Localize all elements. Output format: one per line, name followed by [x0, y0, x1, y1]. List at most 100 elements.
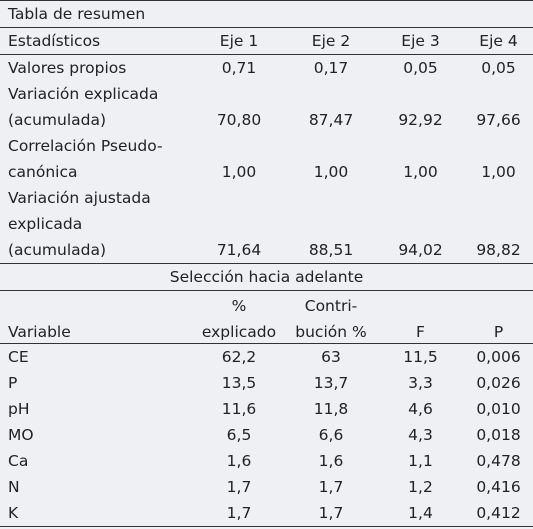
summary-row: Correlación Pseudo- — [0, 133, 533, 159]
forward-header: explicado — [193, 317, 285, 344]
stat-label: canónica — [8, 163, 78, 181]
forward-value: 0,416 — [476, 478, 521, 496]
stat-value: 97,66 — [476, 111, 521, 129]
forward-value: 1,6 — [226, 452, 252, 470]
forward-value: 0,026 — [476, 374, 521, 392]
forward-header-row: % Contri- — [0, 291, 533, 318]
variable-name: Ca — [8, 452, 29, 470]
stat-value: 70,80 — [216, 111, 262, 129]
forward-value: 11,6 — [221, 400, 257, 418]
summary-row: (acumulada) 71,64 88,51 94,02 98,82 — [0, 237, 533, 264]
empty-cell — [464, 81, 533, 107]
stat-value: 0,05 — [481, 59, 516, 77]
summary-row: canónica 1,00 1,00 1,00 1,00 — [0, 159, 533, 185]
forward-header: Variable — [0, 317, 193, 344]
forward-value: 0,006 — [476, 348, 521, 366]
axis-header: Eje 2 — [285, 27, 377, 55]
stat-value: 0,71 — [221, 59, 257, 77]
empty-cell — [0, 291, 193, 318]
summary-row: (acumulada) 70,80 87,47 92,92 97,66 — [0, 107, 533, 133]
stat-label: (acumulada) — [8, 241, 107, 259]
variable-name: pH — [8, 400, 30, 418]
variable-name: P — [8, 374, 18, 392]
forward-value: 1,4 — [377, 500, 464, 527]
summary-row: Variación ajustada — [0, 185, 533, 211]
empty-cell — [464, 211, 533, 237]
forward-header: bución % — [285, 317, 377, 344]
forward-value: 1,7 — [285, 500, 377, 527]
forward-value: 0,412 — [464, 500, 533, 527]
empty-cell — [193, 211, 285, 237]
empty-cell — [464, 291, 533, 318]
forward-header-row: Variable explicado bución % F P — [0, 317, 533, 344]
summary-row: Variación explicada — [0, 81, 533, 107]
empty-cell — [193, 185, 285, 211]
axis-header: Eje 4 — [464, 27, 533, 55]
empty-cell — [377, 291, 464, 318]
forward-value: 11,5 — [403, 348, 438, 366]
summary-title: Tabla de resumen — [0, 0, 533, 28]
stat-label: Valores propios — [8, 59, 127, 77]
empty-cell — [285, 185, 377, 211]
empty-cell — [377, 133, 464, 159]
forward-value: 1,2 — [408, 478, 433, 496]
stat-label: Variación ajustada — [8, 189, 151, 207]
variable-name: MO — [8, 426, 34, 444]
forward-header: Contri- — [304, 297, 358, 315]
forward-value: 11,8 — [313, 400, 349, 418]
stat-value: 98,82 — [476, 241, 521, 259]
stat-value: 71,64 — [216, 241, 262, 259]
stat-label: (acumulada) — [8, 111, 107, 129]
forward-value: 6,5 — [226, 426, 252, 444]
forward-value: 1,7 — [318, 478, 344, 496]
summary-title-row: Tabla de resumen — [0, 0, 533, 28]
forward-title-row: Selección hacia adelante — [0, 263, 533, 291]
stat-value: 92,92 — [398, 111, 443, 129]
empty-cell — [193, 81, 285, 107]
stat-label: Correlación Pseudo- — [8, 137, 163, 155]
forward-value: 4,3 — [408, 426, 433, 444]
forward-header: F — [377, 317, 464, 344]
forward-header: P — [464, 317, 533, 344]
axis-header: Eje 3 — [377, 27, 464, 55]
variable-name: CE — [8, 348, 29, 366]
stat-value: 94,02 — [398, 241, 443, 259]
forward-header: % — [231, 297, 247, 315]
summary-row: explicada — [0, 211, 533, 237]
empty-cell — [193, 133, 285, 159]
forward-row: pH 11,6 11,8 4,6 0,010 — [0, 396, 533, 422]
forward-value: 13,7 — [313, 374, 349, 392]
forward-value: 3,3 — [408, 374, 433, 392]
empty-cell — [377, 211, 464, 237]
stat-value: 87,47 — [308, 111, 354, 129]
forward-value: 0,018 — [476, 426, 521, 444]
empty-cell — [285, 133, 377, 159]
forward-row: P 13,5 13,7 3,3 0,026 — [0, 370, 533, 396]
stat-label: explicada — [8, 215, 83, 233]
forward-row: MO 6,5 6,6 4,3 0,018 — [0, 422, 533, 448]
empty-cell — [285, 211, 377, 237]
stats-header: Estadísticos — [0, 27, 193, 55]
empty-cell — [377, 185, 464, 211]
stat-value: 1,00 — [403, 163, 438, 181]
forward-row: K 1,7 1,7 1,4 0,412 — [0, 500, 533, 527]
forward-row: CE 62,2 63 11,5 0,006 — [0, 344, 533, 371]
forward-value: 1,7 — [226, 478, 252, 496]
stat-value: 88,51 — [308, 241, 354, 259]
stat-value: 1,00 — [221, 163, 257, 181]
forward-value: 6,6 — [318, 426, 344, 444]
stat-value: 0,05 — [403, 59, 438, 77]
stat-value: 1,00 — [313, 163, 349, 181]
empty-cell — [285, 81, 377, 107]
forward-value: 4,6 — [408, 400, 433, 418]
forward-title: Selección hacia adelante — [0, 263, 533, 291]
forward-row: Ca 1,6 1,6 1,1 0,478 — [0, 448, 533, 474]
forward-value: 63 — [321, 348, 341, 366]
forward-row: N 1,7 1,7 1,2 0,416 — [0, 474, 533, 500]
stat-value: 0,17 — [313, 59, 349, 77]
forward-value: 1,1 — [408, 452, 433, 470]
empty-cell — [464, 185, 533, 211]
forward-value: 0,478 — [476, 452, 521, 470]
forward-value: 0,010 — [476, 400, 521, 418]
